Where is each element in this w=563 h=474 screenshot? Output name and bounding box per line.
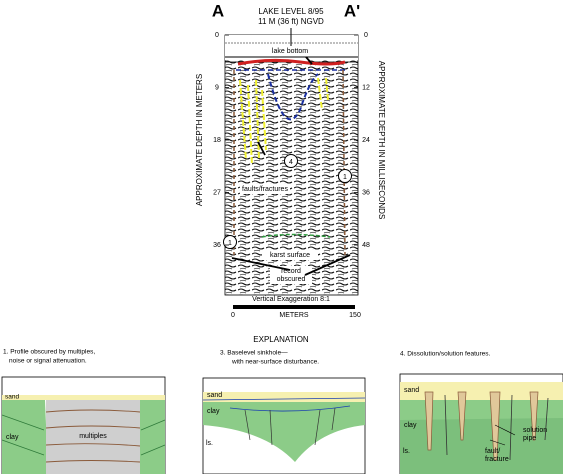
lake-bottom-label: lake bottom — [272, 48, 308, 55]
panel-label: sand — [207, 392, 222, 399]
panel-label: sand — [5, 394, 19, 401]
tick-label: 18 — [213, 137, 221, 144]
axis-title: APPROXIMATE DEPTH IN MILLISECONDS — [377, 61, 386, 220]
section-label: A' — [344, 1, 360, 20]
explanation-title: EXPLANATION — [253, 335, 309, 344]
panel-sinkhole — [202, 377, 366, 474]
scale-end: 150 — [349, 312, 361, 319]
faults-label: faults/fractures — [242, 186, 288, 193]
scale-unit: METERS — [279, 312, 309, 319]
panel-dissolution — [399, 373, 563, 474]
record-label: record — [281, 268, 301, 275]
panel-caption: 3. Baselevel sinkhole— — [220, 350, 288, 357]
panel-caption: noise or signal attenuation. — [9, 358, 87, 365]
karst-label: karst surface — [270, 252, 310, 259]
panel-label: clay — [404, 422, 417, 429]
seismic-profile — [223, 28, 359, 296]
tick-label: 0 — [364, 32, 368, 39]
panel-label: pipe — [523, 435, 536, 442]
panel-label: clay — [6, 434, 19, 441]
tick-label: 36 — [213, 242, 221, 249]
panel-label: solution — [523, 427, 547, 434]
marker: 1 — [228, 240, 232, 247]
tick-label: 36 — [362, 189, 370, 196]
panel-caption: 4. Dissolution/solution features. — [400, 351, 491, 358]
tick-label: 9 — [215, 84, 219, 91]
panel-label: ls. — [206, 440, 213, 447]
lake-level: 11 M (36 ft) NGVD — [258, 17, 324, 26]
tick-label: 24 — [362, 137, 370, 144]
scale-bar — [233, 305, 355, 309]
tick-label: 48 — [362, 242, 370, 249]
record-label: obscured — [277, 276, 306, 283]
marker: 1 — [343, 174, 347, 181]
panel-profile-obscured — [1, 376, 166, 474]
panel-label: sand — [404, 387, 419, 394]
section-label: A — [212, 1, 224, 20]
panel-label: fault/ — [485, 448, 500, 455]
tick-label: 27 — [213, 189, 221, 196]
panel-caption: with near-surface disturbance. — [231, 359, 319, 366]
panel-label: ls. — [403, 448, 410, 455]
marker: 4 — [289, 159, 293, 166]
tick-label: 0 — [215, 32, 219, 39]
exaggeration: Vertical Exaggeration 8:1 — [252, 296, 330, 303]
panel-caption: 1. Profile obscured by multiples, — [3, 349, 95, 356]
tick-label: 12 — [362, 84, 370, 91]
panel-label: fracture — [485, 456, 509, 463]
panel-label: multiples — [79, 433, 107, 440]
scale-start: 0 — [231, 312, 235, 319]
axis-title: APPROXIMATE DEPTH IN METERS — [195, 74, 204, 206]
lake-level: LAKE LEVEL 8/95 — [258, 7, 324, 16]
panel-label: clay — [207, 408, 220, 415]
